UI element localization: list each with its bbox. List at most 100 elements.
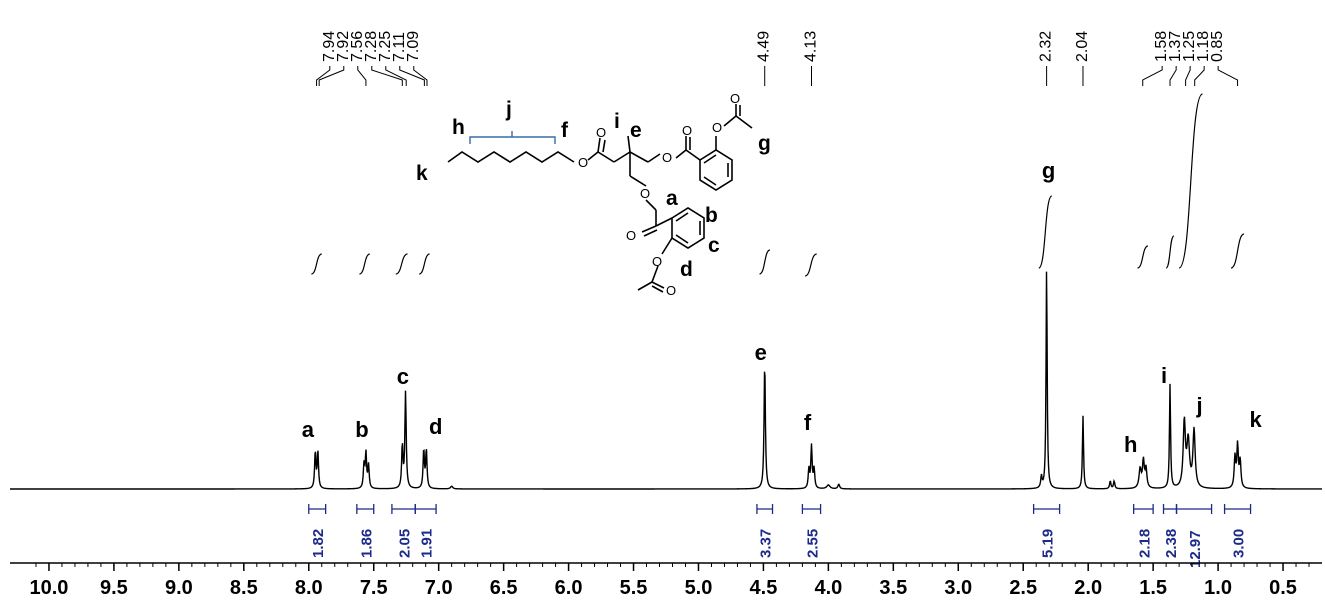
atom-o-10: O [666,283,676,298]
integral-value: 3.00 [1231,529,1248,558]
assignment-label-j: j [1195,393,1202,418]
lower-acetoxy-o [651,265,659,283]
atom-o-5: O [712,120,722,135]
x-tick-label: 10.0 [30,577,69,599]
assignment-label-e: e [755,340,767,365]
peak-shift-label: 1.37 [1167,31,1184,62]
peak-label-connector [385,66,407,86]
assignment-label-a: a [302,417,315,442]
lower-ring-link [655,217,673,227]
x-tick-label: 3.0 [944,577,972,599]
x-tick-label: 2.5 [1009,577,1037,599]
mol-label-k: k [416,162,428,185]
upper-ring-link [685,149,701,161]
integral-value: 3.37 [758,529,775,558]
x-tick-label: 8.0 [295,577,323,599]
lower-ring-inner3 [675,234,689,244]
lower-acetoxy-link [661,237,673,255]
integral-curve [359,253,371,275]
x-tick-label: 6.0 [555,577,583,599]
integral-curves [311,93,1245,277]
peak-label-connector [357,66,367,86]
quaternary-bond-left [613,151,631,163]
x-tick-label: 4.0 [814,577,842,599]
integral-curve [1137,245,1149,269]
x-tick-label: 5.5 [620,577,648,599]
peak-shift-label: 2.32 [1038,31,1055,62]
x-tick-label: 1.0 [1204,577,1232,599]
ch2-e-upper [629,151,649,163]
ester-bond-f [587,151,599,161]
x-tick-label: 5.0 [685,577,713,599]
peak-label-connector [413,66,428,86]
peak-shift-label: 7.92 [335,31,352,62]
x-tick-label: 1.5 [1139,577,1167,599]
integral-curve [1230,233,1245,269]
assignment-label-f: f [804,410,812,435]
x-tick-label: 7.5 [360,577,388,599]
x-tick-label: 9.5 [100,577,128,599]
integral-value: 2.05 [397,529,414,558]
atom-o-9: O [652,254,662,269]
integral-value: 5.19 [1040,529,1057,558]
peak-shift-label: 1.58 [1153,31,1170,62]
peak-label-connector [316,66,331,86]
lower-carbonyl-2 [643,229,658,237]
integral-curve [311,253,322,275]
lower-carbonyl [641,225,657,233]
mol-label-j: j [505,98,512,121]
integral-curve [418,253,430,275]
x-tick-label: 9.0 [165,577,193,599]
integral-curve [1178,93,1204,269]
peak-shift-label: 1.18 [1195,31,1212,62]
upper-acetoxy-o [723,115,737,127]
assignment-label-i: i [1161,363,1167,388]
mol-label-e: e [630,119,642,142]
upper-ring-inner1 [703,154,717,164]
upper-ring-inner3 [703,176,717,186]
atom-o-4: O [682,123,692,138]
peak-shift-label: 1.25 [1181,31,1198,62]
assignment-label-k: k [1249,407,1262,432]
peak-shift-labels: 7.947.927.567.287.257.117.09 4.49 4.13 2.32… [316,31,1239,86]
carbonyl-double-bond-2 [602,139,606,153]
atom-o-1: O [578,155,588,170]
atom-o-2: O [596,125,606,140]
integral-value: 12.97 [1187,530,1204,568]
ch2-e-upper-o [647,153,661,163]
peak-label-connector [1142,66,1163,86]
molecular-structure [447,104,753,293]
mol-label-a: a [666,187,678,210]
assignment-label-b: b [355,417,368,442]
integral-curve [1165,235,1175,269]
spectrum-trace [10,271,1322,490]
integral-value: 1.82 [310,529,327,558]
mol-label-f: f [561,119,569,142]
assignment-label-h: h [1124,432,1137,457]
methyl-i-bond [627,135,631,153]
integral-value: 2.55 [804,529,821,558]
assignment-label-c: c [397,364,409,389]
mol-label-d: d [680,258,693,281]
peak-shift-label: 7.09 [405,31,422,62]
lower-ester-o [645,199,657,211]
mol-label-i: i [614,110,620,133]
x-axis-ticks: 10.0 9.5 9.0 8.5 8.0 7.5 7.0 6.5 6.0 5.5 5.0 4.5 4.0… [30,563,1310,599]
atom-o-8: O [626,228,636,243]
peak-shift-label: 4.13 [802,31,819,62]
lower-ring-inner1 [675,212,689,222]
x-tick-label: 8.5 [230,577,258,599]
assignment-label-g: g [1042,158,1055,183]
peak-shift-label: 7.56 [349,31,366,62]
x-tick-label: 4.5 [750,577,778,599]
x-tick-label: 6.5 [490,577,518,599]
molecule-labels: k h j f i e g a b c d O O O O O O O O O … [416,91,771,298]
upper-ester-o [675,149,687,159]
peak-label-connector [399,66,425,86]
peak-shift-label: 7.28 [363,31,380,62]
integration-marks: 1.82 1.86 2.05 1.91 3.37 2.55 5.19 2.18 2.38 12.9… [308,504,1252,568]
integral-value: 2.38 [1163,529,1180,558]
assignment-label-d: d [429,414,442,439]
